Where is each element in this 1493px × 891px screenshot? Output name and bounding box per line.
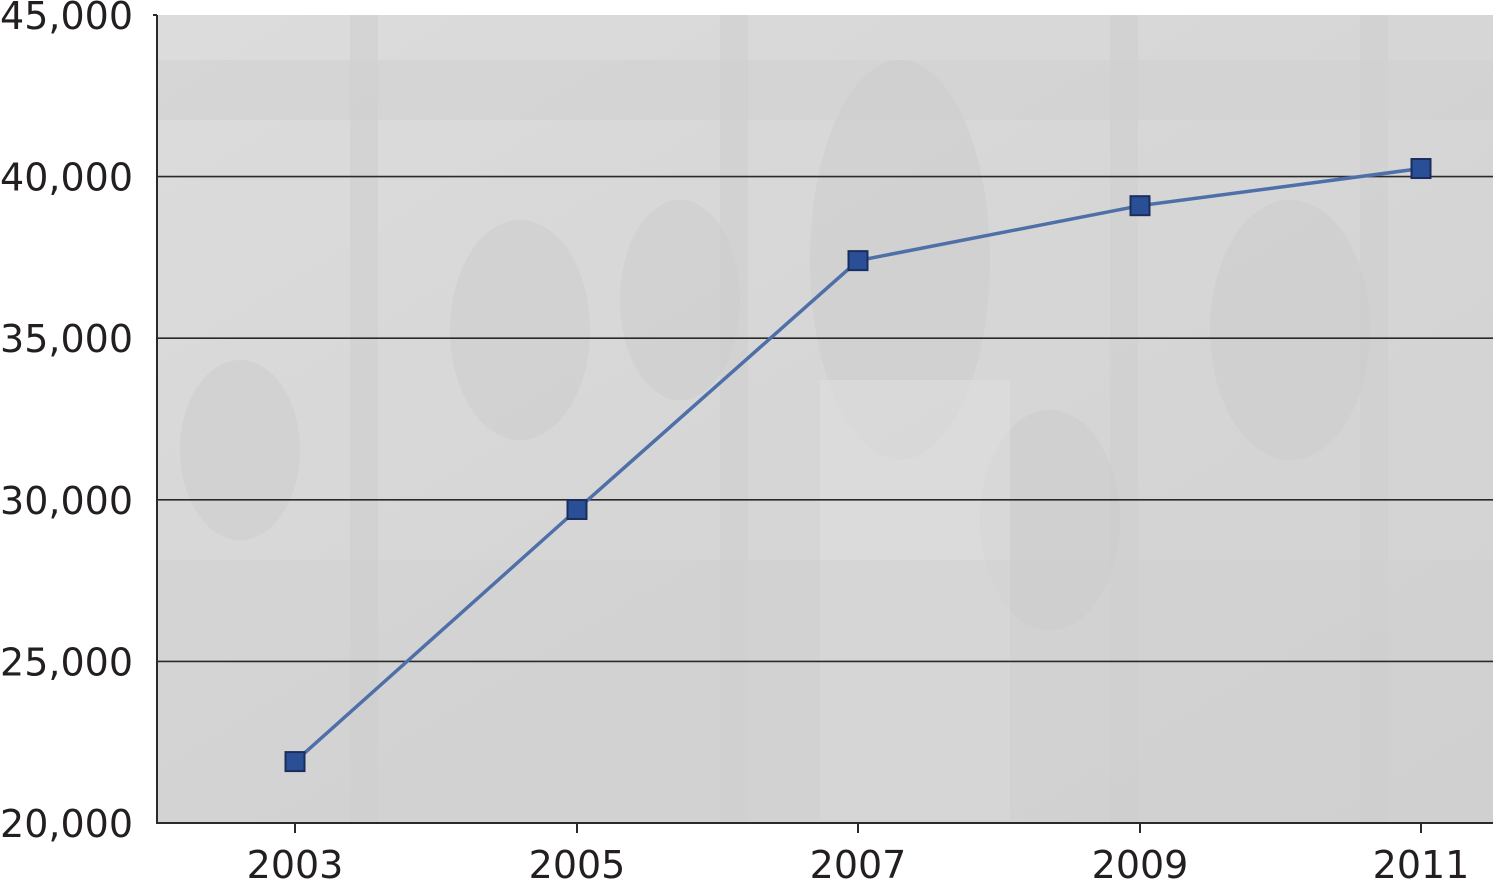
photo-pole-2 [1110, 15, 1138, 823]
y-tick-label-2: 30,000 [0, 479, 133, 523]
data-series [284, 158, 1432, 773]
y-tick-label-5: 45,000 [0, 0, 133, 38]
gridlines [157, 175, 1493, 663]
photo-person-0 [450, 220, 590, 440]
data-point-2003 [284, 751, 306, 773]
photo-person-1 [620, 200, 740, 400]
y-tick-label-1: 25,000 [0, 640, 133, 684]
photo-pole-0 [350, 15, 378, 823]
photo-person-2 [810, 60, 990, 460]
x-tick-label-2007: 2007 [810, 843, 907, 886]
y-tick-label-4: 40,000 [0, 156, 133, 200]
x-tick-label-2005: 2005 [529, 843, 626, 886]
y-tick-label-3: 35,000 [0, 317, 133, 361]
data-point-2007 [847, 250, 869, 272]
data-point-2011 [1410, 158, 1432, 180]
bus-interior-photo [157, 15, 1493, 823]
photo-pole-3 [1360, 15, 1388, 823]
photo-ceiling [157, 60, 1493, 120]
axes [153, 14, 1493, 833]
data-point-2005 [566, 498, 588, 520]
data-point-2009 [1129, 195, 1151, 217]
photo-standing-person [820, 380, 1010, 820]
photo-pole-1 [720, 15, 748, 823]
x-tick-label-2011: 2011 [1373, 843, 1470, 886]
x-tick-label-2003: 2003 [247, 843, 344, 886]
x-tick-label-2009: 2009 [1092, 843, 1189, 886]
y-tick-label-0: 20,000 [0, 802, 133, 846]
photo-person-4 [180, 360, 300, 540]
photo-seats [157, 560, 1493, 823]
photo-person-5 [980, 410, 1120, 630]
photo-person-3 [1210, 200, 1370, 460]
